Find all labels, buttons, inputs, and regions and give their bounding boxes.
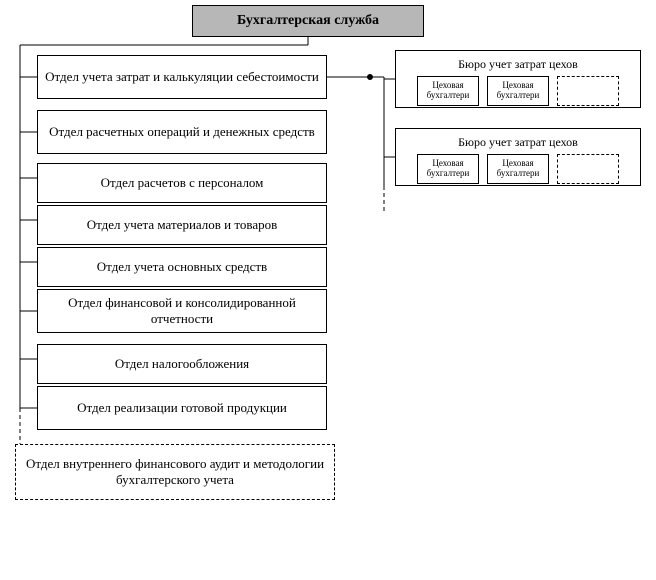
dept-node: Отдел расчетов с персоналом [37, 163, 327, 203]
bureau-node: Бюро учет затрат цехов Цеховая бухгалтери… [395, 128, 641, 186]
bureau-sub-row: Цеховая бухгалтери Цеховая бухгалтери [402, 76, 634, 106]
root-node: Бухгалтерская служба [192, 5, 424, 37]
dept-node: Отдел реализации готовой продукции [37, 386, 327, 430]
sub-node: Цеховая бухгалтери [417, 76, 479, 106]
dept-node: Отдел учета материалов и товаров [37, 205, 327, 245]
dept-node: Отдел налогообложения [37, 344, 327, 384]
sub-node: Цеховая бухгалтери [487, 76, 549, 106]
sub-node [557, 76, 619, 106]
dept-node: Отдел учета основных средств [37, 247, 327, 287]
sub-node: Цеховая бухгалтери [417, 154, 479, 184]
bureau-title: Бюро учет затрат цехов [402, 135, 634, 150]
bureau-node: Бюро учет затрат цехов Цеховая бухгалтери… [395, 50, 641, 108]
bureau-title: Бюро учет затрат цехов [402, 57, 634, 72]
dept-node: Отдел расчетных операций и денежных сред… [37, 110, 327, 154]
bureau-sub-row: Цеховая бухгалтери Цеховая бухгалтери [402, 154, 634, 184]
sub-node: Цеховая бухгалтери [487, 154, 549, 184]
dept-node: Отдел учета затрат и калькуляции себесто… [37, 55, 327, 99]
dept-node: Отдел внутреннего финансового аудит и ме… [15, 444, 335, 500]
sub-node [557, 154, 619, 184]
dept-node: Отдел финансовой и консолидированной отч… [37, 289, 327, 333]
